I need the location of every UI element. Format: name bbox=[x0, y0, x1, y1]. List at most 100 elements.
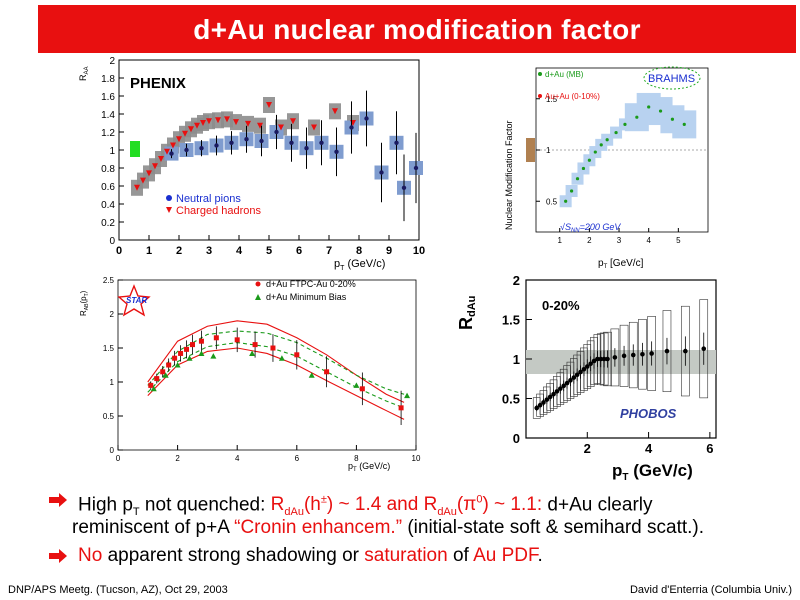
star-x-tick-label: 4 bbox=[235, 454, 240, 463]
pi0-point bbox=[379, 170, 384, 175]
brahms-point bbox=[647, 105, 651, 109]
brahms-point bbox=[581, 166, 586, 171]
phobos-point bbox=[544, 397, 550, 402]
star-central-point bbox=[184, 346, 190, 352]
pi0-point bbox=[229, 140, 234, 145]
bullet-list: High pT not quenched: RdAu(h±) ~ 1.4 and… bbox=[48, 486, 788, 570]
phenix-x-tick-label: 1 bbox=[146, 245, 152, 257]
star-mb-point bbox=[186, 355, 193, 361]
pi0-point bbox=[364, 116, 369, 121]
star-x-tick-label: 8 bbox=[354, 454, 359, 463]
phenix-y-tick-label: 1.6 bbox=[101, 92, 115, 103]
pi0-point bbox=[274, 129, 279, 135]
brahms-point bbox=[599, 143, 603, 147]
footer-author: David d'Enterria (Columbia Univ.) bbox=[629, 584, 792, 596]
footer-conference: DNP/APS Meetg. (Tucson, AZ), Oct 29, 200… bbox=[8, 584, 228, 596]
charged-point bbox=[194, 122, 200, 129]
star-central-point bbox=[198, 338, 204, 344]
star-band-upper bbox=[147, 320, 405, 403]
phobos-point bbox=[568, 378, 573, 383]
phobos-point bbox=[584, 364, 590, 369]
star-mb-point bbox=[278, 355, 285, 361]
phobos-point bbox=[612, 355, 618, 360]
star-legend-mb: d+Au Minimum Bias bbox=[266, 292, 347, 302]
star-logo-shape bbox=[117, 284, 151, 317]
brahms-point bbox=[564, 199, 568, 203]
phobos-x-tick-label: 6 bbox=[706, 441, 713, 456]
phobos-point bbox=[595, 356, 600, 362]
star-central-point bbox=[270, 345, 276, 351]
phobos-point bbox=[574, 372, 580, 378]
phenix-y-tick-label: 0.6 bbox=[101, 182, 115, 193]
phobos-point bbox=[598, 356, 604, 362]
star-central-point bbox=[398, 405, 404, 411]
charged-point bbox=[152, 163, 158, 170]
pi0-point bbox=[401, 185, 407, 190]
brahms-point bbox=[623, 122, 627, 126]
phenix-norm-box bbox=[130, 141, 140, 157]
phobos-centrality: 0-20% bbox=[542, 298, 580, 313]
brahms-x-tick-label: 3 bbox=[617, 236, 622, 245]
phobos-band bbox=[526, 350, 716, 374]
star-central-point bbox=[359, 386, 365, 392]
bullet-2: No apparent strong shadowing or saturati… bbox=[48, 542, 788, 570]
charged-point bbox=[266, 102, 272, 108]
brahms-point bbox=[670, 117, 675, 121]
phobos-point bbox=[541, 400, 546, 405]
star-central-point bbox=[213, 335, 219, 341]
star-mb-point bbox=[308, 372, 315, 378]
brahms-point bbox=[605, 138, 609, 142]
pi0-point bbox=[349, 125, 354, 130]
charged-point bbox=[134, 184, 140, 191]
phobos-syst-box bbox=[681, 305, 690, 397]
brahms-norm-box bbox=[526, 138, 535, 162]
phobos-point bbox=[664, 348, 670, 354]
pi0-point bbox=[394, 140, 399, 145]
star-mb-point bbox=[162, 372, 169, 378]
star-y-tick-label: 2.5 bbox=[103, 276, 115, 285]
star-y-tick-label: 0 bbox=[110, 446, 115, 455]
charged-point bbox=[182, 130, 188, 137]
phenix-logo: PHENIX bbox=[130, 75, 186, 92]
title-bar: d+Au nuclear modification factor bbox=[38, 5, 796, 53]
phenix-y-tick-label: 1.2 bbox=[101, 128, 115, 139]
pi0-point bbox=[413, 165, 419, 171]
brahms-y-tick-label: 1 bbox=[546, 146, 551, 155]
charged-point bbox=[164, 148, 170, 155]
star-y-tick-label: 2 bbox=[110, 310, 115, 319]
brahms-point bbox=[587, 158, 591, 162]
arrow-bullet-icon bbox=[49, 493, 67, 507]
charged-point bbox=[188, 126, 194, 133]
brahms-point bbox=[593, 150, 597, 154]
phenix-x-tick-label: 9 bbox=[386, 245, 392, 257]
brahms-point bbox=[658, 109, 663, 113]
phenix-y-tick-label: 1.4 bbox=[101, 110, 115, 121]
brahms-x-label: pT [GeV/c] bbox=[598, 258, 644, 270]
phenix-y-tick-label: 0.8 bbox=[101, 164, 115, 175]
star-central-point bbox=[234, 337, 240, 343]
phenix-x-tick-label: 3 bbox=[206, 245, 212, 257]
star-x-tick-label: 2 bbox=[175, 454, 180, 463]
charged-point bbox=[215, 117, 221, 124]
charged-point bbox=[245, 120, 251, 127]
phenix-x-tick-label: 5 bbox=[266, 245, 272, 257]
phobos-point bbox=[630, 352, 636, 358]
phobos-point bbox=[571, 375, 577, 380]
brahms-point bbox=[614, 130, 618, 135]
pi0-point bbox=[259, 138, 264, 144]
brahms-logo: BRAHMS bbox=[648, 73, 695, 85]
star-x-tick-label: 10 bbox=[412, 454, 421, 463]
phenix-x-tick-label: 4 bbox=[236, 245, 243, 257]
phobos-point bbox=[547, 394, 553, 400]
brahms-x-tick-label: 1 bbox=[557, 236, 562, 245]
phobos-point bbox=[640, 351, 645, 357]
phobos-y-tick-label: 2 bbox=[513, 273, 520, 288]
phobos-point bbox=[561, 383, 566, 389]
page-title: d+Au nuclear modification factor bbox=[193, 14, 641, 45]
charged-point bbox=[224, 116, 230, 123]
phenix-x-tick-label: 7 bbox=[326, 245, 332, 257]
phobos-syst-box bbox=[610, 328, 620, 387]
star-y-tick-label: 1.5 bbox=[103, 344, 115, 353]
phenix-x-label: pT (GeV/c) bbox=[334, 258, 385, 272]
star-y-tick-label: 1 bbox=[110, 378, 115, 387]
